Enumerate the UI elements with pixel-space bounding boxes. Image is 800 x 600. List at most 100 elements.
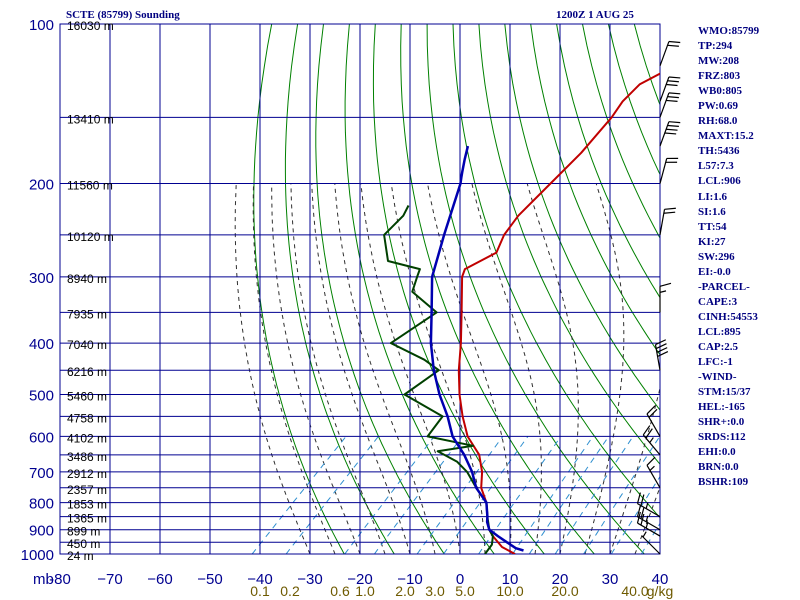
sounding-index: -WIND- <box>698 371 737 384</box>
mixing-ratio-line <box>478 436 562 554</box>
pressure-tick-600: 600 <box>29 429 54 446</box>
height-label: 7935 m <box>67 307 107 321</box>
mixing-ratio-line <box>344 436 435 554</box>
wind-barb <box>636 511 661 537</box>
mixing-ratio-label: 40.0 <box>621 583 648 599</box>
mixing-ratio-line <box>443 436 529 554</box>
temperature-tick: 30 <box>602 571 619 588</box>
dry-adiabat <box>400 24 595 554</box>
pressure-tick-1000: 1000 <box>21 547 54 564</box>
wind-barb <box>654 339 669 371</box>
height-label: 5460 m <box>67 389 107 403</box>
moist-adiabat <box>311 183 411 554</box>
wind-barb <box>646 456 661 489</box>
mixing-ratio-label: 2.0 <box>395 583 415 599</box>
mixing-ratio-label: 3.0 <box>425 583 445 599</box>
chart-title: SCTE (85799) Sounding <box>66 9 180 21</box>
height-label: 2912 m <box>67 467 107 481</box>
wind-barb <box>636 505 661 531</box>
temperature-tick: -80 <box>49 571 71 588</box>
sounding-index: KI:27 <box>698 235 726 248</box>
mixing-ratio-line <box>512 436 594 554</box>
mixing-ratio-line <box>610 475 660 554</box>
sounding-index: LI:1.6 <box>698 190 728 203</box>
pressure-tick-200: 200 <box>29 177 54 194</box>
temperature-tick: 0 <box>456 571 464 588</box>
pressure-tick-800: 800 <box>29 496 54 513</box>
temperature-tick: −50 <box>197 571 222 588</box>
moist-adiabat <box>234 183 311 554</box>
height-label: 6216 m <box>67 365 107 379</box>
pressure-tick-400: 400 <box>29 336 54 353</box>
mixing-ratio-line <box>416 436 504 554</box>
wind-barb <box>659 40 681 67</box>
sounding-index: CAP:2.5 <box>698 340 739 353</box>
pressure-tick-700: 700 <box>29 465 54 482</box>
wind-barb <box>646 405 661 437</box>
height-label: 1853 m <box>67 498 107 512</box>
wind-barb <box>641 531 661 555</box>
sounding-indices-panel: WMO:85799 TP:294 MW:208 FRZ:803 WB0:805 PW:0.… <box>698 24 798 490</box>
mixing-ratio-line <box>285 436 379 554</box>
height-label: 450 m <box>67 537 100 551</box>
height-label: 13410 m <box>67 112 114 126</box>
mixing-ratio-line <box>251 436 347 554</box>
sounding-index: EHI:0.0 <box>698 446 736 459</box>
temperature-tick: −20 <box>347 571 372 588</box>
height-label: 1365 m <box>67 512 107 526</box>
height-label: 4102 m <box>67 431 107 445</box>
moist-adiabat <box>390 183 486 554</box>
height-label: 2357 m <box>67 483 107 497</box>
pressure-tick-500: 500 <box>29 387 54 404</box>
pressure-tick-900: 900 <box>29 523 54 540</box>
moist-adiabat <box>252 183 336 554</box>
moist-adiabat <box>634 485 660 554</box>
pressure-tick-100: 100 <box>29 17 54 34</box>
temperature-tick: −10 <box>397 571 422 588</box>
moist-adiabat <box>290 183 386 554</box>
mixing-ratio-label: 5.0 <box>455 583 475 599</box>
mixing-ratio-label: 10.0 <box>496 583 523 599</box>
wind-barb <box>642 425 661 456</box>
sounding-index: -PARCEL- <box>698 280 750 293</box>
sounding-index: TH:5436 <box>698 145 740 158</box>
height-label: 3486 m <box>67 450 107 464</box>
sounding-index: TT:54 <box>698 220 727 233</box>
parcel-line <box>429 145 524 552</box>
dry-adiabat <box>372 24 545 554</box>
wind-barb <box>659 76 681 102</box>
height-label: 11560 m <box>67 179 113 193</box>
sounding-index: FRZ:803 <box>698 70 741 83</box>
mixing-ratio-label: 0.6 <box>330 583 350 599</box>
mixing-ratio-line <box>373 436 463 554</box>
pressure-tick-300: 300 <box>29 270 54 287</box>
wind-barb <box>659 121 681 147</box>
height-label: 10120 m <box>67 230 114 244</box>
sounding-index: HEL:-165 <box>698 401 746 414</box>
sounding-index: SW:296 <box>698 250 735 263</box>
height-label: 4758 m <box>67 411 107 425</box>
mixing-ratio-label: 0.2 <box>280 583 300 599</box>
sounding-index: SI:1.6 <box>698 205 726 218</box>
sounding-index: CINH:54553 <box>698 310 758 323</box>
sounding-index: RH:68.0 <box>698 115 738 128</box>
chart-timestamp: 1200Z 1 AUG 25 <box>556 9 634 21</box>
y-axis-unit-label: mb <box>33 571 54 588</box>
dry-adiabat <box>315 24 445 554</box>
height-label: 16030 m <box>67 19 114 33</box>
sounding-index: MW:208 <box>698 55 739 68</box>
mixing-ratio-label: 1.0 <box>355 583 375 599</box>
moist-adiabat <box>427 183 512 554</box>
sounding-index: LFC:-1 <box>698 356 733 369</box>
temperature-tick: 10 <box>502 571 519 588</box>
mixing-ratio-label: g/kg <box>647 583 673 599</box>
temperature-tick: −30 <box>297 571 322 588</box>
temperature-tick: 40 <box>652 571 669 588</box>
mixing-ratio-line <box>528 436 610 554</box>
mixing-ratio-line <box>583 436 660 554</box>
temperature-tick: −40 <box>247 571 272 588</box>
height-label: 899 m <box>67 525 100 539</box>
temperature-tick: −60 <box>147 571 172 588</box>
sounding-index: LCL:906 <box>698 175 741 188</box>
